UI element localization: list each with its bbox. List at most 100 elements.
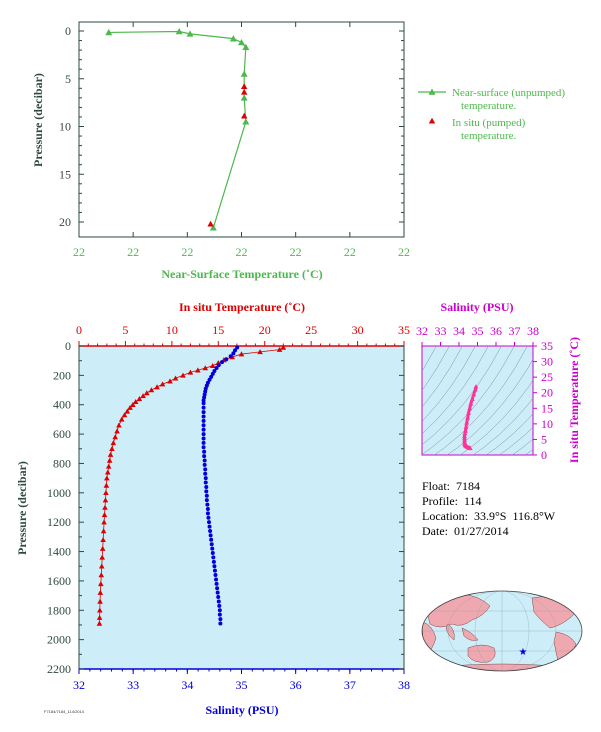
salinity-point <box>214 577 219 582</box>
temperature-point <box>98 581 104 587</box>
salinity-point <box>202 458 207 463</box>
profile-sal-tick-label: 37 <box>344 678 356 692</box>
salinity-point <box>201 398 206 403</box>
salinity-point <box>208 533 213 538</box>
near-surface-x-tick-label: 22 <box>290 245 302 259</box>
temperature-point <box>167 378 173 384</box>
ts-point <box>468 401 474 406</box>
ts-density-contour <box>485 413 533 455</box>
profile-plot-area <box>78 345 405 670</box>
salinity-point <box>204 498 209 503</box>
salinity-point <box>210 371 215 376</box>
ts-density-contour <box>511 438 533 455</box>
salinity-point <box>218 621 223 626</box>
ts-temp-tick-label: 30 <box>541 355 553 369</box>
temperature-point <box>127 404 133 410</box>
ts-temp-tick-label: 10 <box>541 417 553 431</box>
near-surface-x-tick-label: 22 <box>344 245 356 259</box>
temperature-point <box>98 563 105 569</box>
in-situ-point <box>241 88 248 95</box>
near-surface-y-tick-label: 10 <box>59 120 71 134</box>
salinity-point <box>205 511 210 516</box>
temperature-point <box>102 497 109 503</box>
ts-temp-tick-label: 0 <box>541 448 547 462</box>
ts-sal-tick-label: 38 <box>527 324 539 338</box>
in-situ-point <box>241 112 248 119</box>
near-surface-point <box>242 118 250 125</box>
ts-sal-tick-label: 36 <box>490 324 502 338</box>
ts-plot-area <box>421 345 534 456</box>
temperature-point <box>209 363 216 369</box>
ts-density-contour <box>422 346 463 408</box>
profile-pressure-tick-label: 1800 <box>47 603 71 617</box>
profile-pressure-tick-label: 0 <box>65 339 71 353</box>
temperature-point <box>98 572 105 578</box>
profile-y-axis-label: Pressure (decibar) <box>15 461 29 555</box>
salinity-point <box>216 363 221 368</box>
salinity-point <box>228 354 233 359</box>
salinity-point <box>216 595 221 600</box>
salinity-point <box>217 603 222 608</box>
temperature-point <box>148 387 155 393</box>
near-surface-chart: 22 22 22 22 22 22 22 0 5 10 15 20 Near-Surface Tem… <box>31 21 565 281</box>
salinity-point <box>213 573 218 578</box>
salinity-point <box>203 467 208 472</box>
temperature-point <box>103 482 110 488</box>
salinity-point <box>214 581 219 586</box>
profile-sal-tick-label: 33 <box>127 678 139 692</box>
salinity-point <box>202 462 207 467</box>
ts-sal-tick-label: 35 <box>472 324 484 338</box>
profile-pressure-tick-label: 1200 <box>47 515 71 529</box>
temperature-point <box>97 598 103 604</box>
near-surface-y-tick-label: 0 <box>65 24 71 38</box>
ts-density-contour <box>422 346 450 391</box>
salinity-point <box>209 542 214 547</box>
temperature-point <box>116 422 122 428</box>
ts-point <box>467 405 473 411</box>
ts-density-contour <box>422 346 424 350</box>
float-id: Float: 7184 <box>422 479 481 493</box>
near-surface-x-tick-label: 22 <box>398 245 410 259</box>
salinity-point <box>201 418 206 423</box>
ts-point <box>467 445 473 451</box>
salinity-point <box>202 454 207 459</box>
profile-number: Profile: 114 <box>422 494 482 508</box>
near-surface-point <box>238 38 245 46</box>
temperature-point <box>96 620 103 626</box>
temperature-point <box>130 401 136 407</box>
profile-temp-tick-label: 35 <box>398 323 410 337</box>
footer-tag: F7184/7184_114/2014 <box>44 709 84 714</box>
salinity-point <box>224 357 229 362</box>
ts-density-contour <box>422 346 502 446</box>
salinity-point <box>205 502 210 507</box>
temperature-point <box>101 512 108 518</box>
ts-point <box>471 391 477 397</box>
salinity-point <box>210 551 215 556</box>
salinity-point <box>201 436 206 441</box>
temperature-point <box>99 545 106 551</box>
near-surface-point <box>240 70 248 77</box>
profile-bottom-axis-label: Salinity (PSU) <box>205 703 278 717</box>
near-surface-legend: Near-surface (unpumped)temperature.In si… <box>418 87 565 142</box>
salinity-point <box>218 617 223 622</box>
map-outline <box>421 590 583 672</box>
profile-pressure-tick-label: 400 <box>53 398 71 412</box>
near-surface-point <box>240 94 248 101</box>
salinity-point <box>201 445 206 450</box>
temperature-point <box>100 537 106 543</box>
salinity-point <box>212 568 217 573</box>
near-surface-x-tick-label: 22 <box>236 245 248 259</box>
profile-temp-tick-label: 30 <box>352 323 364 337</box>
near-surface-x-tick-label: 22 <box>127 245 139 259</box>
ts-point <box>473 384 479 389</box>
near-surface-point <box>242 43 250 51</box>
legend-in-situ-marker <box>428 117 436 124</box>
salinity-point <box>207 377 212 382</box>
near-surface-y-tick-label: 20 <box>59 215 71 229</box>
date: Date: 01/27/2014 <box>422 524 509 538</box>
temperature-point <box>106 457 113 463</box>
salinity-point <box>210 546 215 551</box>
salinity-point <box>207 520 211 525</box>
salinity-point <box>215 586 220 591</box>
near-surface-y-tick-label: 5 <box>65 72 71 86</box>
